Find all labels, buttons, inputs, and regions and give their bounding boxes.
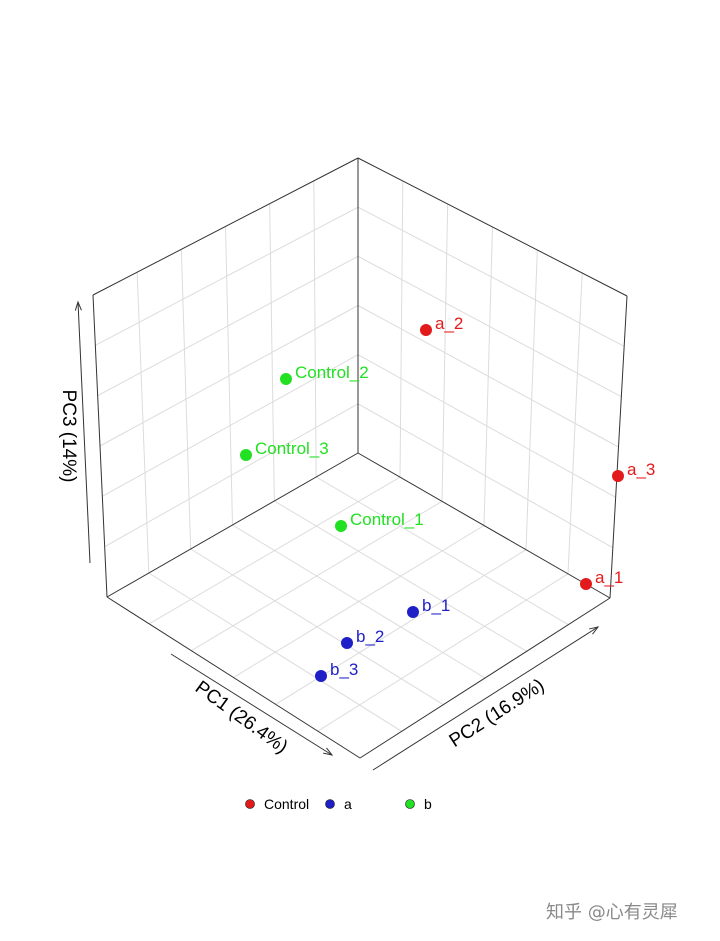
z-axis-arrow: [77, 301, 91, 564]
x-axis-arrow-head: [323, 747, 334, 756]
legend-marker-control: [245, 799, 255, 809]
box-edge: [92, 294, 108, 598]
watermark: 知乎 @心有灵犀: [546, 902, 678, 923]
point-control_2: [280, 373, 292, 385]
point-label-a_2: a_2: [435, 314, 463, 333]
x-axis-label: PC1 (26.4%): [191, 677, 291, 758]
point-label-control_2: Control_2: [295, 363, 369, 382]
point-a_1: [580, 578, 592, 590]
data-points: a_2 a_3 a_1 Control_2 Control_3 Control_1 b_1b…: [240, 314, 655, 682]
box-edge: [357, 157, 628, 297]
point-a_3: [612, 470, 624, 482]
point-b_1: [407, 606, 419, 618]
grid-line: [525, 249, 538, 550]
box-edge: [92, 157, 359, 296]
y-axis-arrow-head: [589, 626, 600, 635]
box-edge: [609, 295, 628, 599]
grid-line: [317, 573, 569, 732]
grid-line: [275, 549, 527, 705]
legend-marker-a: [325, 799, 335, 809]
box-frame: [92, 157, 628, 759]
legend-label-a: a: [344, 796, 352, 812]
box-edge: [106, 452, 359, 598]
x-axis-arrow: [170, 653, 333, 756]
point-b_3: [315, 670, 327, 682]
box-edge: [359, 597, 611, 759]
point-label-b_3: b_3: [330, 660, 358, 679]
point-label-b_1: b_1: [422, 596, 450, 615]
point-a_2: [420, 324, 432, 336]
point-label-control_1: Control_1: [350, 510, 424, 529]
box-edge: [106, 596, 361, 759]
point-b_2: [341, 637, 353, 649]
legend: Control a b: [245, 796, 432, 812]
z-axis-label: PC3 (14%): [58, 390, 79, 483]
legend-label-control: Control: [264, 796, 309, 812]
point-label-b_2: b_2: [356, 627, 384, 646]
point-label-a_3: a_3: [627, 460, 655, 479]
grid-line: [357, 403, 614, 549]
z-axis-arrow-head: [74, 300, 82, 311]
grid-line: [104, 403, 359, 548]
point-label-a_1: a_1: [595, 568, 623, 587]
axis-arrows: [74, 300, 600, 771]
grid-lines: [95, 180, 625, 732]
point-label-control_3: Control_3: [255, 439, 329, 458]
legend-marker-b: [405, 799, 415, 809]
y-axis-arrow: [372, 626, 599, 771]
point-control_1: [335, 520, 347, 532]
legend-label-b: b: [424, 796, 432, 812]
y-axis-label: PC2 (16.9%): [446, 675, 549, 752]
point-control_3: [240, 449, 252, 461]
box-edge: [357, 452, 611, 599]
